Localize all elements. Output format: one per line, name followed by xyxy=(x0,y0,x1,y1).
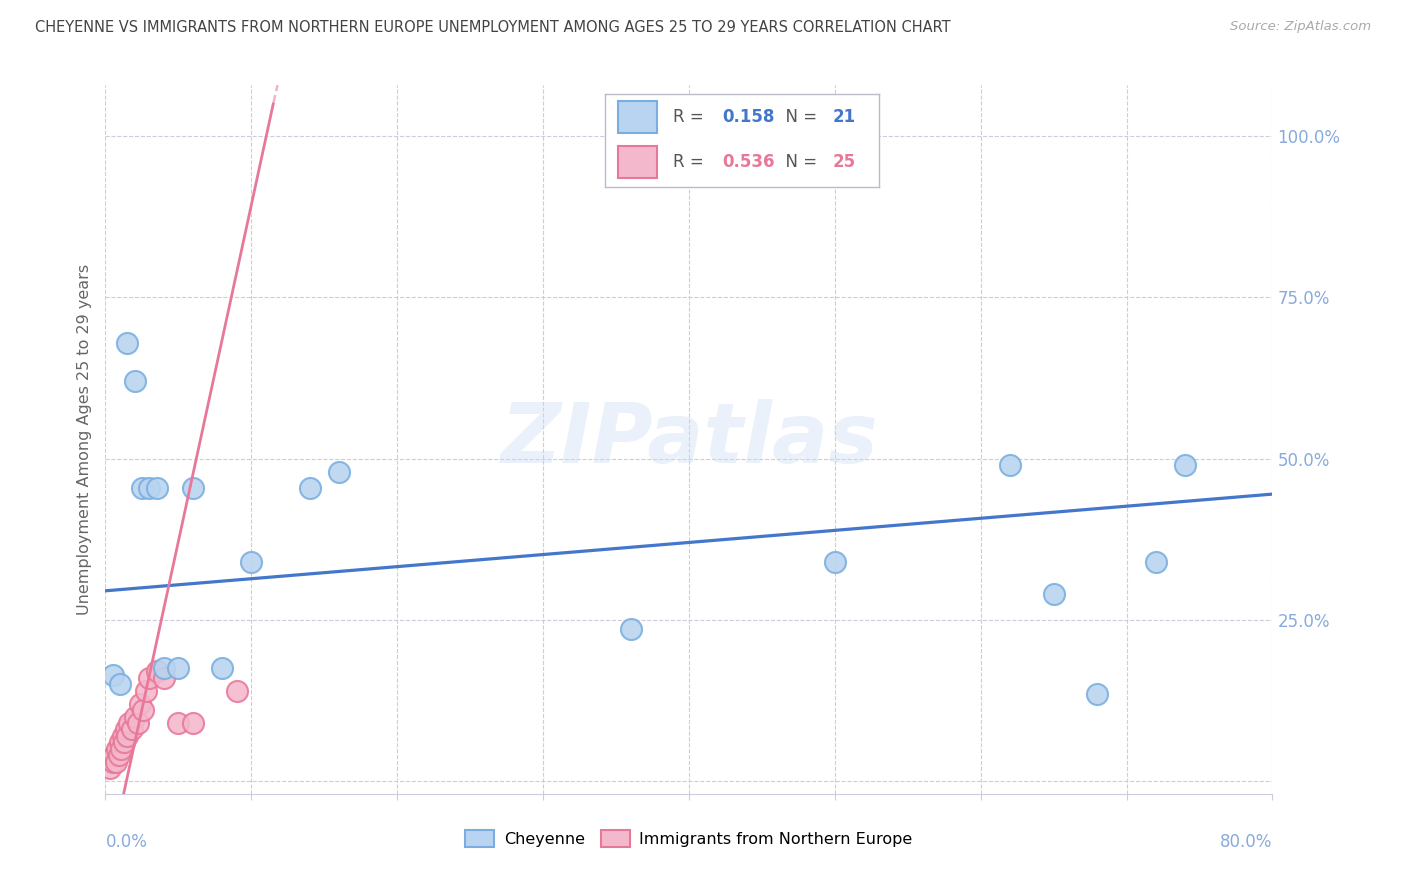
Point xyxy=(111,729,134,743)
Point xyxy=(103,748,125,763)
Point xyxy=(167,661,190,675)
Point xyxy=(240,555,263,569)
Text: R =: R = xyxy=(673,108,709,126)
Point xyxy=(131,481,153,495)
Point xyxy=(121,723,143,737)
Point xyxy=(328,465,350,479)
Point xyxy=(115,723,138,737)
Point xyxy=(1042,587,1064,601)
Point xyxy=(824,555,846,569)
Point xyxy=(124,374,146,388)
Text: 25: 25 xyxy=(832,153,855,171)
Point xyxy=(135,683,157,698)
Text: 21: 21 xyxy=(832,108,855,126)
Text: N =: N = xyxy=(775,108,823,126)
Point xyxy=(101,667,124,681)
Text: 0.536: 0.536 xyxy=(723,153,775,171)
Legend: Cheyenne, Immigrants from Northern Europe: Cheyenne, Immigrants from Northern Europ… xyxy=(460,824,918,854)
Text: 0.0%: 0.0% xyxy=(105,833,148,851)
Point xyxy=(129,697,152,711)
Point xyxy=(101,755,124,769)
Point xyxy=(138,481,160,495)
Point xyxy=(1174,458,1197,472)
Point xyxy=(998,458,1021,472)
Point xyxy=(98,761,121,775)
Point xyxy=(108,677,131,691)
Text: R =: R = xyxy=(673,153,709,171)
Point xyxy=(211,661,233,675)
Text: 80.0%: 80.0% xyxy=(1220,833,1272,851)
Point xyxy=(1087,687,1109,701)
Text: N =: N = xyxy=(775,153,823,171)
Point xyxy=(107,748,129,763)
Point xyxy=(138,671,160,685)
Point xyxy=(1144,555,1167,569)
Point xyxy=(118,715,141,730)
Point xyxy=(153,671,174,685)
Y-axis label: Unemployment Among Ages 25 to 29 years: Unemployment Among Ages 25 to 29 years xyxy=(76,264,91,615)
Point xyxy=(145,665,167,679)
Point xyxy=(181,715,204,730)
Point xyxy=(112,735,135,749)
Text: Source: ZipAtlas.com: Source: ZipAtlas.com xyxy=(1230,20,1371,33)
Point xyxy=(127,715,149,730)
Point xyxy=(104,755,127,769)
Point xyxy=(108,735,131,749)
Point xyxy=(117,729,139,743)
Point xyxy=(132,703,155,717)
Point xyxy=(145,481,167,495)
Point xyxy=(167,715,190,730)
Point xyxy=(298,481,321,495)
Point xyxy=(153,661,174,675)
Point xyxy=(124,709,146,723)
FancyBboxPatch shape xyxy=(619,101,657,133)
FancyBboxPatch shape xyxy=(619,146,657,178)
Point xyxy=(117,335,139,350)
Point xyxy=(225,683,247,698)
Point xyxy=(181,481,204,495)
Point xyxy=(105,741,128,756)
Text: 0.158: 0.158 xyxy=(723,108,775,126)
Point xyxy=(110,741,132,756)
Point xyxy=(619,623,641,637)
Text: ZIPatlas: ZIPatlas xyxy=(501,399,877,480)
Text: CHEYENNE VS IMMIGRANTS FROM NORTHERN EUROPE UNEMPLOYMENT AMONG AGES 25 TO 29 YEA: CHEYENNE VS IMMIGRANTS FROM NORTHERN EUR… xyxy=(35,20,950,35)
